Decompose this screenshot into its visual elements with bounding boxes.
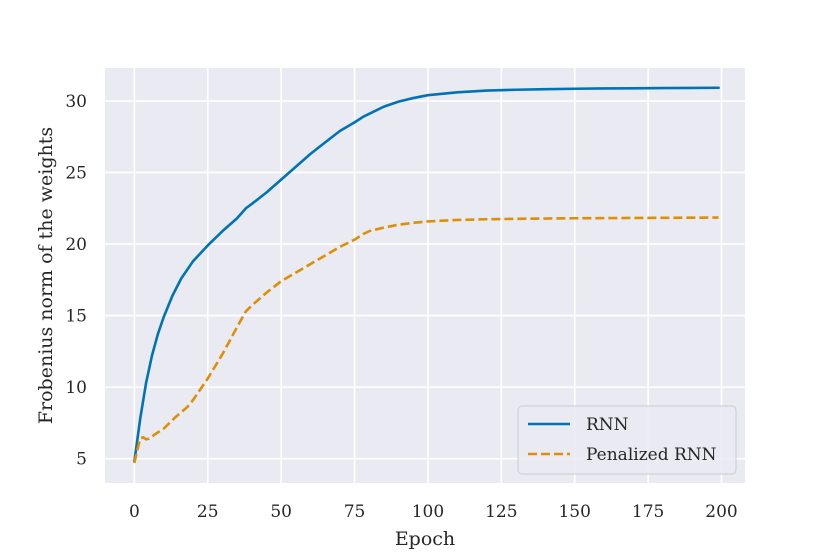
- x-tick-label: 25: [197, 502, 219, 522]
- y-axis-label: Frobenius norm of the weights: [35, 127, 57, 424]
- x-tick-label: 150: [558, 502, 590, 522]
- y-tick-label: 5: [76, 450, 87, 470]
- series-line-penalized-rnn: [133, 216, 719, 464]
- y-tick-label: 25: [65, 163, 87, 183]
- legend-box: [517, 405, 737, 475]
- y-tick-label: 30: [65, 92, 87, 112]
- legend: RNN Penalized RNN: [517, 405, 737, 475]
- x-tick-label: 200: [705, 502, 737, 522]
- legend-label-penalized-rnn: Penalized RNN: [586, 445, 717, 465]
- x-tick-label: 0: [129, 502, 140, 522]
- x-tick-label: 50: [270, 502, 292, 522]
- legend-label-rnn: RNN: [586, 415, 629, 435]
- x-tick-label: 175: [632, 502, 664, 522]
- x-tick-label: 75: [344, 502, 366, 522]
- y-tick-label: 10: [65, 378, 87, 398]
- x-tick-label: 100: [412, 502, 444, 522]
- tick-labels: 0 25 50 75 100 125 150 175 200 5 10 15 20 25 30: [65, 92, 737, 522]
- x-axis-label: Epoch: [395, 528, 455, 550]
- y-tick-label: 20: [65, 235, 87, 255]
- series-lines: [133, 86, 720, 464]
- y-tick-label: 15: [65, 307, 87, 327]
- x-tick-label: 125: [485, 502, 517, 522]
- series-line-rnn: [133, 86, 720, 463]
